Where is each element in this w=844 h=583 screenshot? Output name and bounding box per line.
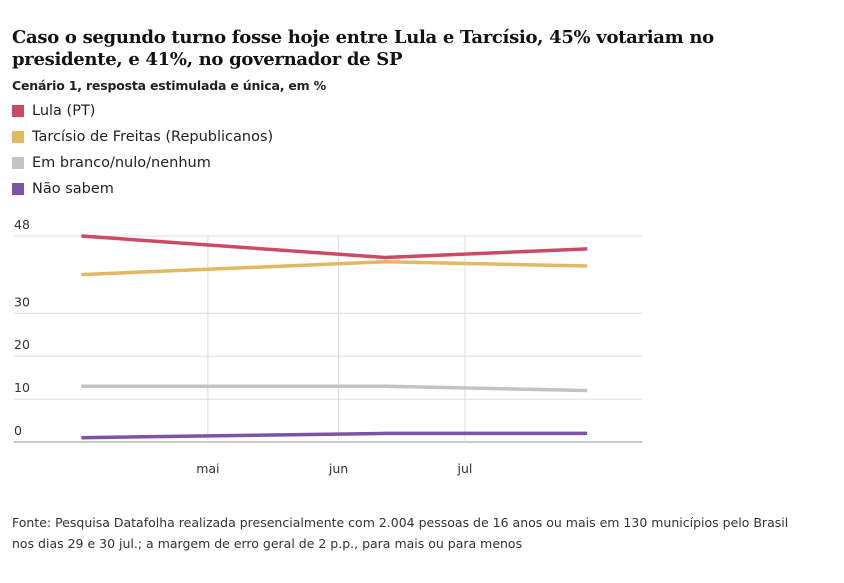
chart-title: Caso o segundo turno fosse hoje entre Lu… bbox=[12, 27, 714, 70]
legend-label-branco: Em branco/nulo/nenhum bbox=[32, 155, 211, 171]
x-tick-label: jul bbox=[457, 461, 473, 476]
x-tick-label: jun bbox=[328, 461, 348, 476]
y-tick-label: 30 bbox=[14, 294, 30, 309]
legend-item-nao-sabem: Não sabem bbox=[12, 176, 273, 202]
series-line-3 bbox=[81, 431, 588, 440]
legend-swatch-tarcisio bbox=[12, 131, 24, 143]
legend-label-lula: Lula (PT) bbox=[32, 103, 96, 119]
legend-swatch-lula bbox=[12, 105, 24, 117]
legend-swatch-nao-sabem bbox=[12, 183, 24, 195]
legend: Lula (PT) Tarcísio de Freitas (Republica… bbox=[12, 98, 273, 202]
chart-subtitle: Cenário 1, resposta estimulada e única, … bbox=[12, 78, 326, 93]
y-tick-label: 20 bbox=[14, 337, 30, 352]
legend-swatch-branco bbox=[12, 157, 24, 169]
y-tick-label: 10 bbox=[14, 380, 30, 395]
series-line-1 bbox=[81, 260, 588, 277]
series-line-0 bbox=[81, 234, 588, 260]
legend-label-nao-sabem: Não sabem bbox=[32, 181, 114, 197]
series-line-2 bbox=[81, 384, 588, 393]
legend-item-branco: Em branco/nulo/nenhum bbox=[12, 150, 273, 176]
source-note: Fonte: Pesquisa Datafolha realizada pres… bbox=[12, 515, 789, 551]
y-tick-label: 0 bbox=[14, 423, 22, 438]
legend-item-tarcisio: Tarcísio de Freitas (Republicanos) bbox=[12, 124, 273, 150]
y-tick-label: 48 bbox=[14, 217, 30, 232]
legend-label-tarcisio: Tarcísio de Freitas (Republicanos) bbox=[32, 129, 274, 145]
legend-item-lula: Lula (PT) bbox=[12, 98, 273, 124]
x-tick-label: mai bbox=[196, 461, 219, 476]
